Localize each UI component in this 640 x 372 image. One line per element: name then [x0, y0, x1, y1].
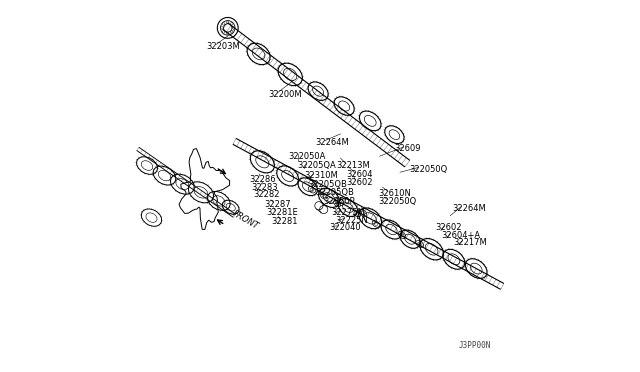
Text: 32286: 32286 [250, 175, 276, 184]
Text: J3PP00N: J3PP00N [459, 341, 491, 350]
Text: 32604+A: 32604+A [441, 231, 480, 240]
Text: 32205QB: 32205QB [316, 188, 355, 197]
Text: 32604: 32604 [346, 170, 372, 179]
Text: 32264M: 32264M [316, 138, 349, 147]
Text: 32287: 32287 [264, 200, 291, 209]
Text: 32281: 32281 [271, 217, 298, 226]
Text: 32213M: 32213M [337, 161, 371, 170]
Text: 32203M: 32203M [207, 42, 240, 51]
Text: 322050Q: 322050Q [379, 197, 417, 206]
Text: 322050A: 322050A [289, 152, 326, 161]
Text: 32282: 32282 [253, 190, 280, 199]
Text: 32264M: 32264M [452, 204, 486, 213]
Text: 32205QA: 32205QA [298, 161, 337, 170]
Text: 32609: 32609 [394, 144, 421, 153]
Text: 32350P: 32350P [323, 198, 355, 206]
Text: 32283: 32283 [251, 183, 278, 192]
Text: 32275M: 32275M [331, 208, 365, 217]
Text: 32602: 32602 [346, 178, 372, 187]
Text: 32602: 32602 [435, 223, 462, 232]
Text: 32281E: 32281E [266, 208, 298, 217]
Text: 32200M: 32200M [268, 90, 301, 99]
Text: 32217M: 32217M [453, 238, 487, 247]
Text: 322040: 322040 [330, 223, 361, 232]
Text: 322050Q: 322050Q [410, 165, 447, 174]
Text: FRONT: FRONT [231, 209, 260, 231]
Text: 32205QB: 32205QB [308, 180, 347, 189]
Text: 32310M: 32310M [305, 171, 338, 180]
Text: 32610N: 32610N [379, 189, 412, 198]
Text: 32225N: 32225N [335, 216, 367, 225]
